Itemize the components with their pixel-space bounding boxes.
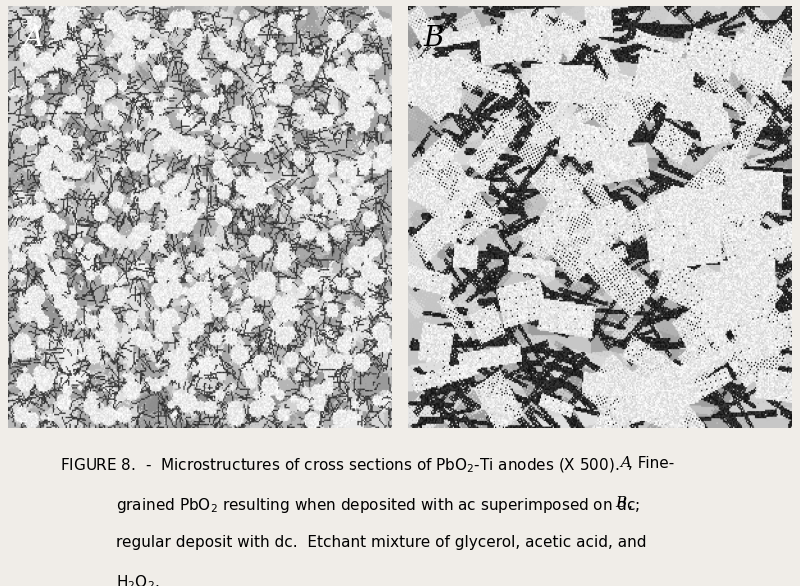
Text: grained PbO$_2$ resulting when deposited with ac superimposed on dc;: grained PbO$_2$ resulting when deposited… — [116, 496, 642, 515]
Text: B: B — [615, 496, 626, 510]
Text: , Fine-: , Fine- — [628, 456, 674, 471]
Text: regular deposit with dc.  Etchant mixture of glycerol, acetic acid, and: regular deposit with dc. Etchant mixture… — [116, 536, 646, 550]
Text: A: A — [611, 456, 632, 470]
Text: FIGURE 8.  -  Microstructures of cross sections of PbO$_2$-Ti anodes (X 500).: FIGURE 8. - Microstructures of cross sec… — [60, 456, 619, 475]
Text: A: A — [23, 25, 43, 52]
Text: ,: , — [628, 496, 633, 511]
Text: H$_2$O$_2$.: H$_2$O$_2$. — [116, 573, 159, 586]
Text: B: B — [423, 25, 444, 52]
